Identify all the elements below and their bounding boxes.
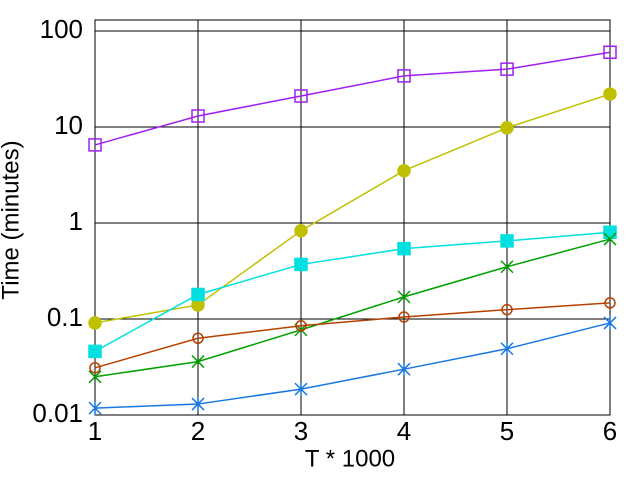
series-line [94,93,611,324]
series-line [94,302,611,369]
x-tick-label: 1 [88,416,102,446]
marker [191,355,205,369]
marker [500,121,514,135]
plot-frame [94,19,611,416]
x-tick-label: 2 [191,416,205,446]
marker [294,257,308,272]
marker [191,397,205,412]
marker [397,362,411,377]
marker [88,316,102,330]
y-tick-label: 10 [54,110,83,140]
marker [88,370,102,384]
marker [500,234,514,248]
marker [88,138,102,152]
x-tick-label: 3 [294,416,308,446]
x-axis-label: T * 1000 [305,445,395,472]
marker [397,69,411,83]
y-axis-label: Time (minutes) [0,140,24,299]
series-line [94,231,611,353]
marker [603,225,617,240]
marker [295,320,307,332]
marker [603,45,617,59]
marker [89,362,101,374]
marker [604,297,616,309]
marker [603,315,617,330]
marker [603,87,617,101]
marker [397,241,411,256]
y-tick-label: 0.01 [32,398,83,428]
marker [500,260,514,274]
y-tick-label: 0.1 [47,302,83,332]
x-tick-label: 6 [603,416,617,446]
marker [398,311,410,323]
marker [191,287,205,302]
marker [603,232,617,246]
series-line [94,322,611,409]
series-line [94,238,611,378]
x-tick-label: 5 [500,416,514,446]
marker [88,344,102,359]
y-tick-label: 1 [69,206,83,236]
marker [397,290,411,304]
marker [191,109,205,123]
marker [397,163,411,178]
marker [294,223,308,238]
marker [192,332,204,345]
marker [500,62,514,76]
marker [88,401,102,416]
series-line [94,51,611,146]
marker [294,382,308,397]
marker [501,303,513,316]
x-tick-label: 4 [397,416,411,446]
y-tick-label: 100 [40,14,83,44]
marker [500,341,514,356]
marker [294,89,308,103]
